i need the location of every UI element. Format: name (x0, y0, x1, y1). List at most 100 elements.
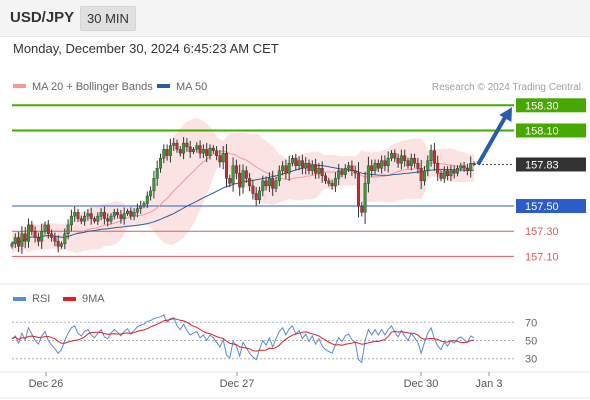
candle-body (231, 165, 235, 184)
symbol-title: USD/JPY (10, 9, 75, 26)
rsi-level-label: 50 (525, 336, 537, 348)
candle-body (66, 224, 70, 234)
candle-body (158, 157, 162, 169)
candle-body (363, 183, 367, 213)
candle-body (340, 170, 344, 175)
candle-body (300, 160, 304, 169)
candle-body (83, 215, 87, 222)
candle-body (251, 185, 255, 194)
candle-body (23, 233, 27, 242)
candle-body (291, 157, 295, 164)
candle-body (399, 155, 403, 164)
x-tick-label: Dec 26 (29, 378, 64, 390)
candle-body (403, 155, 407, 161)
candle-body (432, 150, 436, 164)
candle-body (76, 212, 80, 219)
candle-body (168, 145, 172, 156)
candle-body (86, 213, 90, 217)
candle-body (393, 152, 397, 159)
candle-body (380, 160, 384, 169)
candle-body (462, 165, 466, 169)
level-label-158.10: 158.10 (525, 125, 559, 137)
candle-body (63, 233, 67, 245)
candle-body (419, 168, 423, 182)
candle-body (96, 215, 100, 222)
candle-body (409, 157, 413, 166)
rsi-line (11, 314, 475, 364)
candle-body (373, 163, 377, 171)
chart-header: USD/JPY 30 MIN (0, 0, 590, 37)
candle-body (102, 212, 106, 219)
x-tick-label: Jan 3 (476, 378, 503, 390)
candle-body (353, 170, 357, 174)
candle-body (423, 170, 427, 182)
copyright-text: Research © 2024 Trading Central (432, 82, 581, 93)
candle-body (333, 178, 337, 187)
candle-body (79, 218, 83, 222)
projection-arrow-shaft (476, 111, 510, 166)
candle-body (370, 165, 374, 171)
legend-swatch (13, 84, 26, 88)
candle-body (162, 149, 166, 159)
candle-body (327, 180, 331, 184)
level-label-157.50: 157.50 (525, 201, 559, 213)
candle-body (304, 163, 308, 169)
candle-body (330, 183, 334, 187)
candle-body (135, 208, 139, 213)
candle-body (465, 168, 469, 171)
candle-body (314, 164, 318, 174)
candle-body (416, 163, 420, 169)
candle-body (396, 157, 400, 164)
x-tick-label: Dec 27 (220, 378, 255, 390)
candle-body (449, 170, 453, 177)
rsi-level-label: 70 (525, 317, 537, 329)
rsi-level-label: 30 (525, 354, 537, 366)
candle-body (165, 149, 169, 156)
candle-body (188, 146, 192, 153)
candle-body (132, 212, 136, 217)
candle-body (436, 163, 440, 174)
candle-body (317, 168, 321, 174)
candle-body (284, 165, 288, 174)
candle-body (27, 224, 31, 242)
candle-body (413, 157, 417, 164)
ma20-line (11, 150, 475, 245)
candle-body (185, 142, 189, 148)
candle-body (109, 215, 113, 222)
legend-swatch (157, 84, 170, 88)
candle-body (122, 213, 126, 219)
timestamp: Monday, December 30, 2024 6:45:23 AM CET (13, 41, 279, 56)
candle-body (228, 178, 232, 184)
candle-body (281, 165, 285, 171)
candle-body (129, 210, 133, 217)
candle-body (211, 147, 215, 151)
candle-body (267, 178, 271, 187)
current-price-tag (516, 157, 586, 172)
candle-body (43, 224, 47, 232)
candle-body (33, 231, 37, 238)
candle-body (294, 157, 298, 166)
candle-body (274, 180, 278, 189)
interval-button[interactable]: 30 MIN (80, 6, 136, 31)
candle-body (254, 193, 258, 200)
candle-body (426, 160, 430, 171)
rsi-ma-line (11, 318, 475, 352)
candle-body (10, 243, 14, 247)
candle-body (221, 152, 225, 163)
candle-body (191, 149, 195, 153)
candle-body (182, 142, 186, 154)
candle-body (89, 213, 93, 219)
candle-body (208, 147, 212, 156)
candle-body (17, 237, 21, 247)
candle-body (125, 210, 129, 214)
candle-body (56, 241, 60, 247)
rsi-legend-swatch (13, 297, 26, 301)
candle-body (241, 170, 245, 188)
candle-body (439, 173, 443, 179)
candle-body (469, 163, 473, 171)
price-labels: 158.30 158.10 157.50 157.30 157.10 157.83 (516, 98, 586, 263)
candle-body (218, 155, 222, 163)
bollinger-band-area (12, 118, 474, 254)
legend-label: MA 50 (176, 81, 207, 93)
